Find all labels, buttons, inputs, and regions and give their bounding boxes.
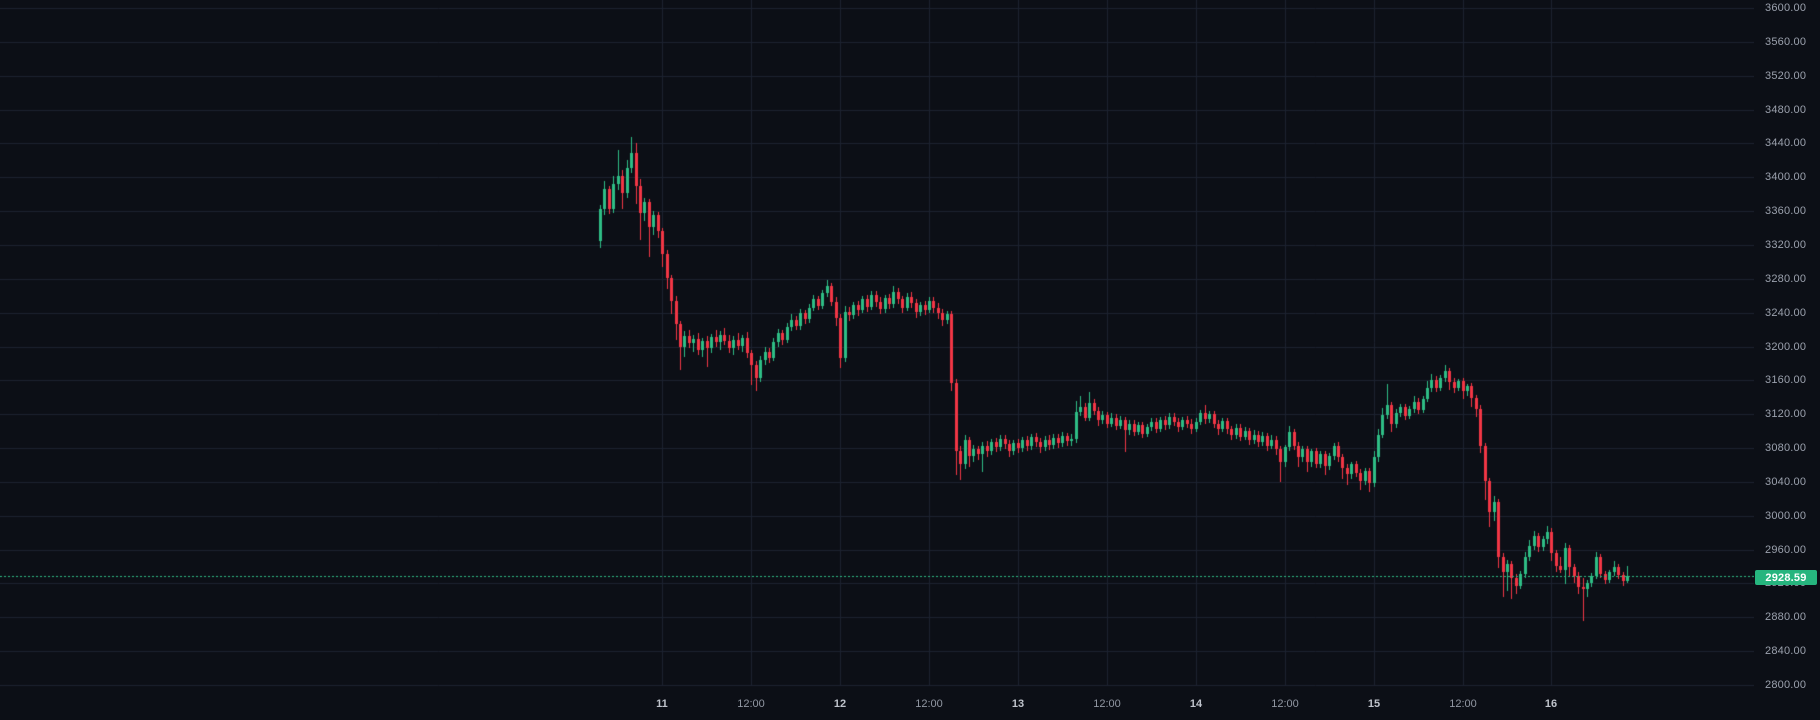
time-axis[interactable]: 11 12:00 12 12:00 13 12:00 14 12:00 15 12:00 16 [0, 688, 1820, 720]
price-axis-label: 3160.00 [1765, 374, 1807, 387]
price-axis-label: 2800.00 [1765, 679, 1807, 691]
candlestick-chart[interactable] [0, 0, 1754, 688]
price-axis-label: 3120.00 [1765, 408, 1807, 421]
price-axis-label: 3560.00 [1765, 35, 1807, 48]
price-axis-label: 3280.00 [1765, 272, 1807, 285]
price-axis-label: 3480.00 [1765, 103, 1807, 116]
last-price-value: 2928.59 [1765, 571, 1807, 584]
time-axis-label: 12:00 [737, 698, 765, 710]
price-axis-label: 3400.00 [1765, 171, 1807, 184]
price-axis-label: 2880.00 [1765, 611, 1807, 624]
price-axis-label: 3240.00 [1765, 306, 1807, 319]
time-axis-day-label: 16 [1544, 698, 1558, 710]
price-axis-label: 3360.00 [1765, 205, 1807, 218]
time-axis-label: 12:00 [1449, 698, 1477, 710]
last-price-badge: 2928.59 [1755, 570, 1817, 585]
price-axis-label: 3200.00 [1765, 340, 1807, 353]
price-axis-label: 2840.00 [1765, 645, 1807, 658]
time-axis-day-label: 14 [1189, 698, 1203, 710]
time-axis-day-label: 12 [833, 698, 847, 710]
price-axis-label: 3080.00 [1765, 442, 1807, 455]
time-axis-day-label: 11 [656, 698, 668, 710]
time-axis-day-label: 15 [1367, 698, 1381, 710]
time-axis-label: 12:00 [1093, 698, 1121, 710]
price-axis-label: 3000.00 [1765, 509, 1807, 522]
price-axis-label: 3320.00 [1765, 238, 1807, 251]
time-axis-day-label: 13 [1011, 698, 1025, 710]
price-axis-label: 3440.00 [1765, 137, 1807, 150]
time-axis-label: 12:00 [1271, 698, 1299, 710]
price-axis-label: 2960.00 [1765, 543, 1807, 556]
price-axis-label: 3040.00 [1765, 475, 1807, 488]
price-axis-label: 3600.00 [1765, 2, 1807, 14]
time-axis-label: 12:00 [915, 698, 943, 710]
price-axis-label: 3520.00 [1765, 69, 1807, 82]
